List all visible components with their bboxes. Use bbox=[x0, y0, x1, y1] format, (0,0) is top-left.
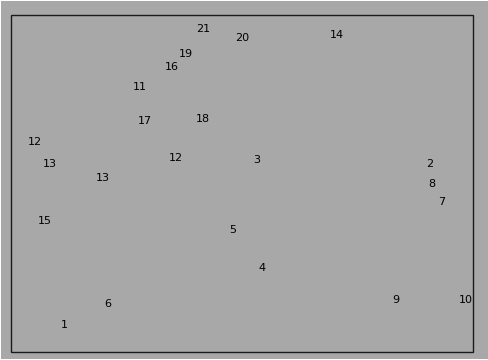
Text: 12: 12 bbox=[28, 138, 42, 147]
Text: 4: 4 bbox=[258, 263, 264, 273]
Bar bbox=[140, 107, 164, 125]
Circle shape bbox=[33, 0, 488, 350]
Text: 11: 11 bbox=[133, 82, 146, 92]
Text: 17: 17 bbox=[137, 116, 151, 126]
Text: 8: 8 bbox=[427, 179, 435, 189]
Text: 21: 21 bbox=[196, 24, 210, 35]
Text: 10: 10 bbox=[458, 295, 472, 305]
Polygon shape bbox=[0, 318, 488, 327]
Ellipse shape bbox=[246, 119, 314, 198]
Bar bbox=[298, 176, 458, 223]
Text: 12: 12 bbox=[169, 153, 183, 163]
Text: 20: 20 bbox=[235, 33, 248, 43]
Text: 13: 13 bbox=[96, 173, 110, 183]
Text: 14: 14 bbox=[329, 30, 344, 40]
Text: 18: 18 bbox=[196, 114, 210, 124]
Text: 16: 16 bbox=[164, 62, 178, 72]
Text: 9: 9 bbox=[391, 295, 398, 305]
Bar bbox=[13, 99, 57, 139]
Text: 15: 15 bbox=[38, 216, 52, 226]
Text: 3: 3 bbox=[253, 155, 260, 165]
Text: 1: 1 bbox=[61, 320, 68, 330]
Polygon shape bbox=[266, 24, 375, 110]
Text: 6: 6 bbox=[104, 299, 111, 309]
Text: 13: 13 bbox=[42, 159, 57, 169]
Text: 2: 2 bbox=[425, 159, 432, 169]
Bar bbox=[215, 116, 472, 313]
Text: 7: 7 bbox=[437, 197, 445, 207]
Text: 5: 5 bbox=[228, 225, 235, 235]
Text: 19: 19 bbox=[179, 49, 193, 59]
